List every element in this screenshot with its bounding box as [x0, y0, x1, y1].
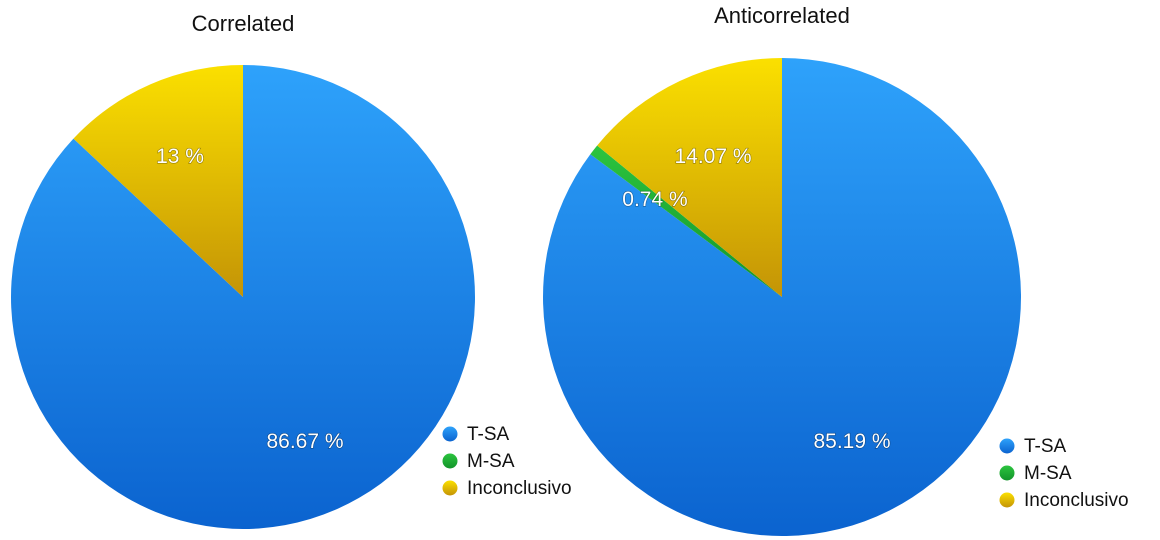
pie-slice-inconclusivo: [597, 58, 782, 297]
legend-swatch-inconclusivo: [442, 480, 458, 496]
pie-slice-t-sa: [543, 58, 1022, 537]
legend-label-m-sa: M-SA: [467, 451, 515, 472]
legend: T-SA M-SA Inconclusivo: [999, 436, 1129, 511]
legend-swatch-inconclusivo: [999, 492, 1015, 508]
pie-chart-anticorrelated: Anticorrelated 85.19 % 0.74 % 14.07 % T-SA M-…: [543, 3, 1129, 537]
pie-chart-correlated: Correlated 86.67 % 13 % T-SA M-SA Inconclusiv…: [10, 11, 572, 529]
pie-slice-m-sa: [590, 145, 782, 297]
chart-title: Correlated: [192, 11, 295, 36]
pie-slice-inconclusivo: [73, 65, 243, 297]
legend-label-inconclusivo: Inconclusivo: [1024, 490, 1129, 511]
legend: T-SA M-SA Inconclusivo: [442, 424, 572, 499]
legend-label-t-sa: T-SA: [1024, 436, 1067, 457]
legend-label-t-sa: T-SA: [467, 424, 510, 445]
chart-title: Anticorrelated: [714, 3, 850, 28]
data-label-inconclusivo: 14.07 %: [674, 145, 751, 168]
data-label-m-sa: 0.74 %: [622, 188, 687, 211]
legend-label-m-sa: M-SA: [1024, 463, 1072, 484]
pie-slice-t-sa: [10, 65, 475, 529]
data-label-inconclusivo: 13 %: [156, 145, 204, 168]
legend-swatch-t-sa: [999, 438, 1015, 454]
legend-swatch-m-sa: [999, 465, 1015, 481]
legend-label-inconclusivo: Inconclusivo: [467, 478, 572, 499]
legend-swatch-t-sa: [442, 426, 458, 442]
legend-swatch-m-sa: [442, 453, 458, 469]
data-label-t-sa: 86.67 %: [266, 430, 343, 453]
data-label-t-sa: 85.19 %: [813, 430, 890, 453]
